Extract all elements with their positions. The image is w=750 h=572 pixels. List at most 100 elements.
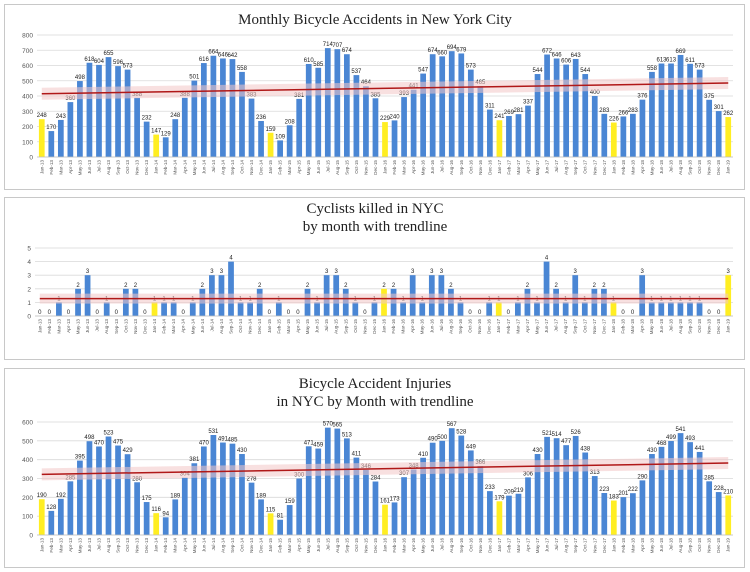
data-label: 241: [494, 114, 505, 120]
x-tick-label: May-18: [649, 538, 654, 554]
x-tick-label: May-16: [421, 538, 426, 554]
bar: [210, 434, 217, 535]
x-tick-label: Nov-17: [592, 319, 597, 334]
bar: [353, 457, 360, 535]
x-tick-label: Apr-18: [640, 538, 645, 552]
x-tick-label: Jan-17: [497, 538, 502, 552]
x-tick-label: Jun-13: [85, 319, 90, 333]
bar: [286, 505, 293, 535]
x-tick-label: Jul-15: [325, 538, 330, 551]
x-tick-label: Feb-13: [47, 319, 52, 334]
bar: [458, 435, 465, 535]
bar: [420, 73, 426, 157]
bar: [275, 302, 282, 316]
x-tick-label: Oct-15: [353, 319, 358, 333]
bar: [487, 109, 493, 157]
data-label: 570: [323, 422, 334, 428]
data-label: 0: [67, 310, 71, 316]
bar: [525, 105, 531, 157]
x-tick-label: Oct-17: [582, 319, 587, 333]
injuries-chart: Bicycle Accident Injuries in NYC by Month…: [22, 376, 734, 554]
bar: [477, 466, 484, 535]
data-label: 3: [440, 269, 444, 275]
bar: [372, 481, 379, 535]
x-tick-label: Dec-13: [144, 160, 149, 175]
x-tick-label: May-18: [649, 319, 654, 335]
y-tick-label: 4: [27, 259, 31, 266]
y-tick-label: 500: [22, 438, 33, 445]
x-tick-label: Aug-17: [564, 160, 569, 175]
bar: [48, 510, 55, 535]
data-label: 613: [656, 58, 667, 64]
bar: [514, 302, 521, 316]
x-tick-label: Jun-18: [659, 319, 664, 333]
data-label: 0: [287, 310, 291, 316]
data-label: 523: [103, 431, 114, 437]
data-label: 226: [609, 117, 620, 123]
y-tick-label: 800: [22, 33, 33, 40]
x-tick-label: Jan-17: [496, 319, 501, 333]
x-tick-label: Feb-16: [391, 319, 396, 334]
bar: [220, 58, 226, 157]
data-label: 430: [533, 448, 544, 454]
data-label: 547: [418, 68, 429, 74]
data-label: 170: [46, 125, 57, 131]
data-label: 2: [134, 283, 138, 289]
x-tick-label: Sep-13: [116, 160, 121, 175]
y-tick-label: 200: [22, 495, 33, 502]
data-label: 410: [418, 452, 429, 458]
data-label: 3: [325, 269, 329, 275]
bar: [258, 121, 264, 157]
x-tick-label: Jul-17: [554, 319, 559, 332]
bar: [57, 119, 64, 157]
x-tick-label: May-16: [421, 160, 426, 176]
x-tick-label: Feb-13: [49, 160, 54, 175]
data-label: 311: [485, 104, 495, 110]
x-tick-label: Aug-18: [678, 538, 683, 553]
chart-title-line: Bicycle Accident Injuries: [299, 376, 452, 392]
bar: [124, 69, 131, 157]
bar: [77, 460, 83, 535]
data-label: 375: [704, 94, 715, 100]
x-tick-label: Mar-16: [402, 538, 407, 553]
x-tick-label: Sep-15: [344, 538, 349, 553]
x-tick-label: Jan-13: [39, 538, 44, 552]
bar: [696, 451, 703, 535]
x-tick-label: Sep-13: [114, 319, 119, 334]
bar: [725, 495, 732, 535]
data-label: 236: [256, 115, 267, 121]
x-tick-label: Aug-16: [448, 319, 453, 334]
x-tick-label: Apr-18: [640, 319, 645, 333]
data-label: 493: [685, 436, 696, 442]
x-tick-label: Jan-15: [268, 538, 273, 552]
x-tick-label: Feb-18: [621, 319, 626, 334]
x-tick-label: Sep-14: [230, 160, 235, 175]
data-label: 714: [323, 42, 334, 48]
x-tick-label: Aug-15: [335, 538, 340, 553]
x-tick-label: Aug-17: [563, 319, 568, 334]
data-label: 173: [390, 496, 401, 502]
x-tick-label: Oct-15: [354, 160, 359, 174]
x-tick-label: Apr-13: [68, 538, 73, 552]
data-label: 655: [103, 51, 114, 57]
bar: [391, 120, 398, 157]
x-tick-label: Dec-18: [716, 319, 721, 334]
data-label: 109: [275, 134, 286, 140]
data-label: 175: [142, 496, 153, 502]
data-label: 306: [523, 471, 534, 477]
bar: [105, 436, 112, 535]
data-label: 395: [75, 455, 86, 461]
x-tick-label: Aug-15: [335, 160, 340, 175]
data-label: 521: [542, 431, 553, 437]
bar: [324, 48, 331, 157]
bar: [38, 119, 45, 157]
x-tick-label: Jan-18: [611, 538, 616, 552]
data-label: 672: [542, 49, 553, 55]
data-label: 280: [132, 476, 143, 482]
data-label: 284: [370, 476, 381, 482]
bar: [143, 121, 150, 157]
data-label: 262: [723, 111, 734, 117]
data-label: 161: [380, 499, 391, 505]
x-tick-label: Mar-15: [286, 319, 291, 334]
x-tick-label: Jun-15: [316, 160, 321, 174]
